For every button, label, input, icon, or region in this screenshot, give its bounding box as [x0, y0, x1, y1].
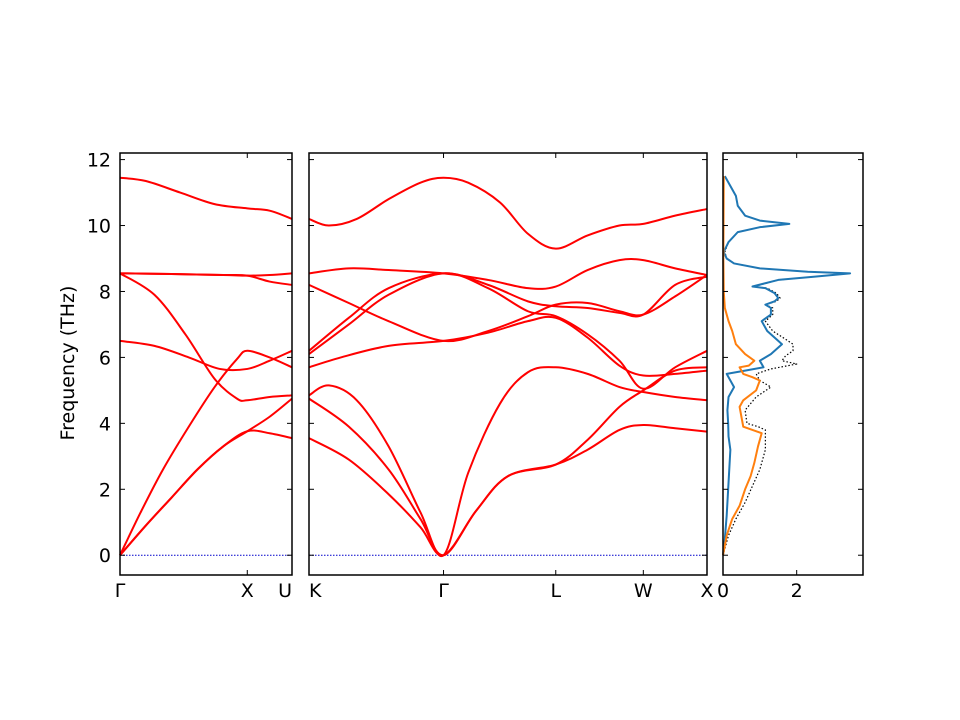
- dos-line-orange: [722, 176, 763, 556]
- band-line: [308, 366, 708, 557]
- axes-frame: [722, 152, 864, 576]
- band-line: [119, 176, 293, 220]
- kpoint-label: W: [634, 580, 653, 602]
- kpoint-label: Γ: [438, 580, 449, 602]
- y-tick-label: 10: [87, 216, 111, 238]
- y-tick-label: 12: [87, 150, 111, 172]
- y-tick-label: 4: [99, 413, 111, 435]
- y-tick-label: 2: [99, 479, 111, 501]
- band-line: [308, 274, 708, 343]
- band-line: [308, 258, 708, 290]
- axes-frame: [119, 152, 293, 576]
- y-tick-label: 8: [99, 281, 111, 303]
- y-tick-label: 6: [99, 347, 111, 369]
- dos-x-tick-label: 2: [791, 580, 803, 602]
- dos-x-tick-label: 0: [717, 580, 729, 602]
- band-line: [119, 349, 293, 556]
- kpoint-label: U: [278, 580, 292, 602]
- band-line: [119, 429, 293, 556]
- kpoint-label: X: [241, 580, 254, 602]
- kpoint-label: K: [309, 580, 322, 602]
- band-line: [119, 272, 293, 286]
- axes-frame: [308, 152, 708, 576]
- dos-line-blue: [722, 175, 852, 556]
- band-line: [308, 366, 708, 558]
- y-axis-label: Frequency (THz): [57, 286, 79, 441]
- kpoint-label: L: [550, 580, 561, 602]
- band-line: [308, 315, 708, 377]
- band-line: [308, 272, 708, 390]
- band-line: [308, 423, 708, 557]
- band-line: [119, 272, 293, 402]
- band-line: [308, 176, 708, 250]
- kpoint-label: Γ: [115, 580, 126, 602]
- y-tick-label: 0: [99, 545, 111, 567]
- kpoint-label: X: [700, 580, 713, 602]
- band-line: [119, 397, 293, 556]
- band-panel-gamma-x-u: 0 2 4 6 8 10 12 Γ X U: [87, 150, 293, 602]
- band-line: [119, 339, 293, 372]
